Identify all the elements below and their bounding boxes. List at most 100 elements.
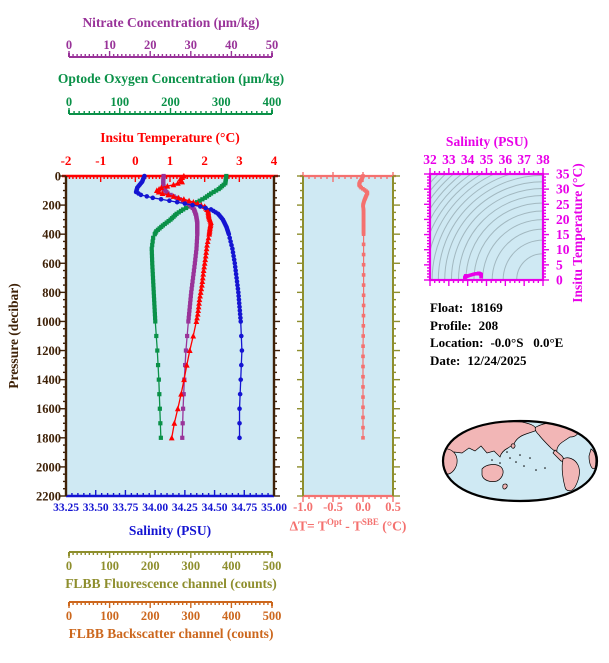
svg-text:0: 0: [556, 273, 563, 288]
svg-text:1800: 1800: [36, 431, 61, 445]
flbb-backscatter-axis: 0 100 200 300 400 500: [66, 601, 282, 623]
svg-text:500: 500: [263, 609, 282, 623]
main-panel-axes: -2 -1 0 1 2 3 433.25 33.50 33.75 34.00 34.25 34.50 3…: [36, 153, 287, 514]
delta-t-panel-axes: -1.0 -0.5 0.0 0.5: [293, 172, 401, 514]
svg-text:34: 34: [461, 152, 475, 167]
svg-text:34.00: 34.00: [142, 502, 168, 514]
nitrate-axis-title: Nitrate Concentration (μm/kg): [82, 15, 260, 30]
svg-text:5: 5: [556, 257, 563, 272]
svg-text:33: 33: [442, 152, 456, 167]
svg-text:400: 400: [42, 228, 61, 242]
svg-text:15: 15: [556, 227, 570, 242]
salinity-axis-title: Salinity (PSU): [128, 523, 212, 538]
ts-curve: [463, 271, 484, 280]
location-value: -0.0°S 0.0°E: [490, 335, 564, 350]
svg-text:35: 35: [556, 167, 570, 182]
svg-text:37: 37: [517, 152, 531, 167]
svg-text:400: 400: [222, 609, 241, 623]
svg-text:20: 20: [144, 38, 157, 52]
svg-text:0.5: 0.5: [385, 500, 401, 514]
svg-text:30: 30: [185, 38, 198, 52]
svg-text:1: 1: [167, 153, 174, 168]
svg-text:0: 0: [66, 609, 72, 623]
profile-row: Profile: 208: [430, 317, 499, 333]
svg-text:400: 400: [222, 559, 241, 573]
date-value: 12/24/2025: [467, 352, 527, 368]
svg-text:200: 200: [141, 609, 160, 623]
svg-text:-0.5: -0.5: [323, 500, 343, 514]
delta-t-curve: [357, 174, 370, 440]
svg-text:300: 300: [212, 95, 231, 109]
svg-text:1400: 1400: [36, 373, 61, 387]
svg-text:-1.0: -1.0: [293, 500, 313, 514]
svg-text:200: 200: [161, 95, 180, 109]
flbb-fluorescence-axis-title: FLBB Fluorescence channel (counts): [65, 576, 277, 591]
svg-text:400: 400: [263, 95, 282, 109]
nitrate-axis: 0 10 20 30 40 50: [66, 38, 279, 58]
svg-text:34.75: 34.75: [231, 502, 257, 514]
svg-text:20: 20: [556, 212, 570, 227]
delta-t-axis-title: ΔT= TOpt - TSBE (°C): [289, 517, 407, 534]
svg-text:50: 50: [266, 38, 279, 52]
svg-text:4: 4: [271, 153, 278, 168]
svg-text:35.00: 35.00: [261, 502, 287, 514]
svg-text:100: 100: [110, 95, 129, 109]
profile-value: 208: [478, 317, 499, 333]
svg-text:10: 10: [556, 242, 570, 257]
svg-text:100: 100: [100, 559, 119, 573]
svg-text:0: 0: [66, 38, 72, 52]
svg-text:0.0: 0.0: [355, 500, 371, 514]
oxygen-axis: 0 100 200 300 400: [66, 95, 282, 115]
svg-text:32: 32: [423, 152, 437, 167]
svg-text:100: 100: [100, 609, 119, 623]
svg-text:200: 200: [42, 199, 61, 213]
svg-text:300: 300: [181, 559, 200, 573]
svg-text:36: 36: [499, 152, 513, 167]
svg-text:40: 40: [225, 38, 238, 52]
svg-text:3: 3: [236, 153, 243, 168]
float-id-row: Float: 18169: [430, 300, 503, 315]
svg-text:1200: 1200: [36, 344, 61, 358]
svg-text:0: 0: [132, 153, 139, 168]
temperature-axis-title: Insitu Temperature (°C): [100, 130, 240, 145]
location-row: Location: -0.0°S 0.0°E: [430, 335, 564, 350]
svg-text:0: 0: [66, 95, 72, 109]
svg-text:25: 25: [556, 197, 570, 212]
svg-text:600: 600: [42, 257, 61, 271]
svg-text:0: 0: [55, 170, 61, 184]
svg-text:2200: 2200: [36, 490, 61, 504]
svg-text:300: 300: [181, 609, 200, 623]
svg-text:35: 35: [480, 152, 494, 167]
svg-text:500: 500: [263, 559, 282, 573]
svg-text:1600: 1600: [36, 402, 61, 416]
float-info-block: Float: 18169 Profile: 208 Location: -0.0°S …: [430, 299, 563, 369]
oxygen-curve: [149, 173, 229, 440]
ts-salinity-axis-title: Salinity (PSU): [445, 134, 529, 149]
svg-text:0: 0: [66, 559, 72, 573]
pressure-axis-title: Pressure (decibar): [6, 283, 21, 389]
flbb-fluorescence-axis: 0 100 200 300 400 500: [66, 551, 282, 573]
oxygen-axis-title: Optode Oxygen Concentration (μm/kg): [57, 71, 285, 86]
world-map: [441, 419, 599, 503]
svg-text:-2: -2: [61, 153, 72, 168]
svg-text:33.25: 33.25: [53, 502, 79, 514]
svg-text:800: 800: [42, 286, 61, 300]
svg-text:34.25: 34.25: [172, 502, 198, 514]
date-row: Date: 12/24/2025: [430, 352, 527, 368]
ts-temperature-axis-title: Insitu Temperature (°C): [570, 163, 585, 303]
svg-text:200: 200: [141, 559, 160, 573]
salinity-curve: [133, 173, 245, 441]
svg-text:38: 38: [536, 152, 550, 167]
svg-text:1000: 1000: [36, 315, 61, 329]
svg-text:33.50: 33.50: [83, 502, 109, 514]
svg-text:10: 10: [103, 38, 116, 52]
temperature-curve: [153, 172, 214, 441]
float-id-value: 18169: [470, 300, 503, 315]
svg-text:2000: 2000: [36, 460, 61, 474]
svg-text:33.75: 33.75: [112, 502, 138, 514]
svg-text:30: 30: [556, 182, 570, 197]
svg-text:2: 2: [201, 153, 208, 168]
